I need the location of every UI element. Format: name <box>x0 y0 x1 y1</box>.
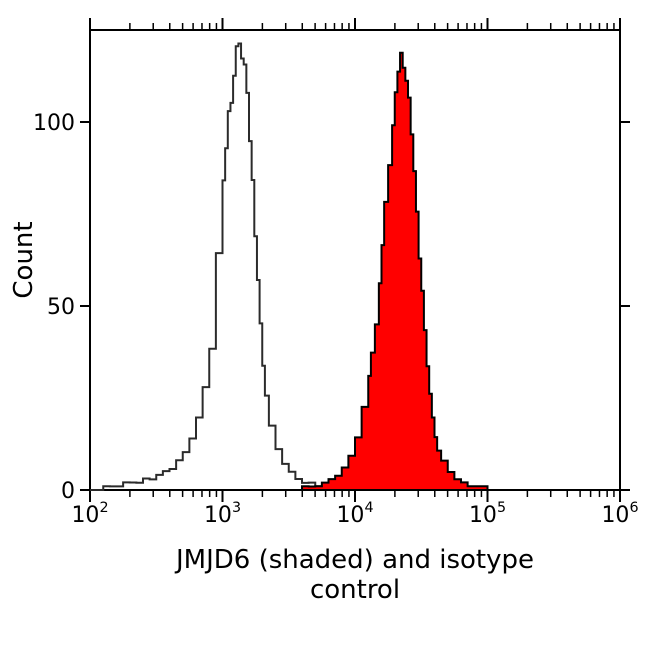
x-axis-label-line1: JMJD6 (shaded) and isotype <box>174 545 534 575</box>
x-tick-label: 104 <box>336 500 373 528</box>
y-tick-label: 0 <box>61 479 75 504</box>
x-tick-label: 105 <box>469 500 506 528</box>
y-axis-label: Count <box>9 221 39 298</box>
flow-cytometry-histogram: 102 103 104 105 106 0 50 100 Count JMJD6 (shad… <box>0 0 650 648</box>
x-axis-label-line2: control <box>310 575 400 605</box>
chart-svg: 102 103 104 105 106 0 50 100 Count JMJD6 (shad… <box>0 0 650 648</box>
histogram-series <box>90 44 514 490</box>
x-tick-label: 103 <box>204 500 241 528</box>
series-isotype-control <box>90 44 355 490</box>
y-tick-label: 100 <box>33 111 75 136</box>
x-tick-label: 102 <box>71 500 108 528</box>
series-jmjd6-shaded <box>295 53 514 490</box>
x-tick-label: 106 <box>601 500 638 528</box>
plot-frame <box>90 30 620 490</box>
y-tick-label: 50 <box>47 295 75 320</box>
y-axis-ticks: 0 50 100 <box>33 111 630 504</box>
